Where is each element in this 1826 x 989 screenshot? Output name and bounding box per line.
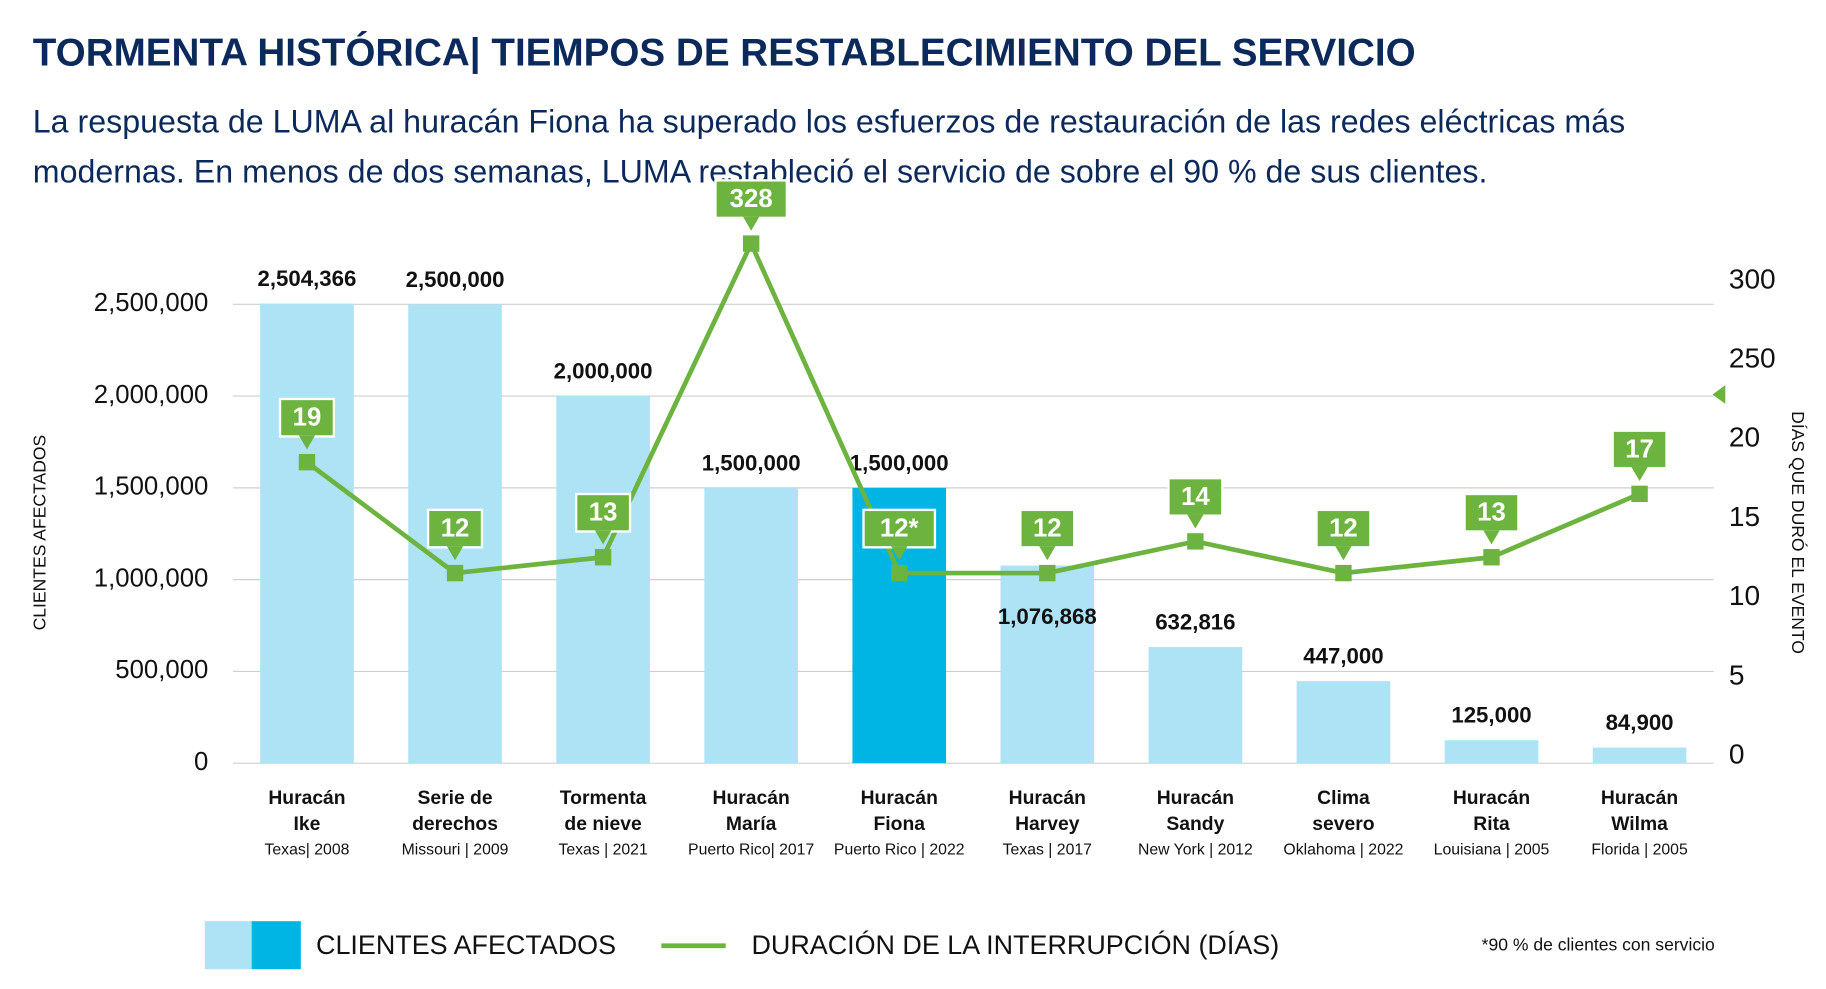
line-point — [891, 564, 908, 582]
bar — [704, 487, 798, 764]
bar — [1592, 747, 1687, 764]
x-tick-label: Huracán María — [712, 787, 790, 835]
bar-value-label: 2,500,000 — [406, 267, 505, 292]
line-label-pointer — [1631, 466, 1648, 481]
line-value-label: 328 — [730, 185, 773, 213]
legend-label: DURACIÓN DE LA INTERRUPCIÓN (DÍAS) — [751, 929, 1279, 960]
y-tick-label: 2,000,000 — [94, 381, 209, 409]
x-tick-sublabel: Louisiana | 2005 — [1433, 840, 1550, 858]
line-point — [1483, 549, 1500, 566]
y2-tick-label: 250 — [1729, 343, 1776, 374]
y-axis-label: CLIENTES AFECTADOS — [30, 435, 50, 631]
x-tick-sublabel: Texas | 2017 — [1002, 840, 1092, 858]
y2-tick-label: 300 — [1729, 263, 1776, 294]
axis-break — [1712, 385, 1726, 404]
line-point — [594, 549, 612, 566]
bar-value-label: 447,000 — [1303, 644, 1383, 669]
line-point — [1335, 564, 1352, 582]
y2-tick-label: 5 — [1729, 659, 1745, 690]
line-label-pointer — [1039, 546, 1056, 561]
bar-value-label: 1,500,000 — [850, 450, 949, 475]
x-tick-label: Tormenta de nieve — [559, 787, 647, 835]
x-tick-sublabel: Missouri | 2009 — [401, 840, 509, 858]
x-tick-sublabel: Puerto Rico | 2022 — [833, 840, 965, 858]
bar-value-label: 84,900 — [1606, 710, 1674, 735]
footnote: *90 % de clientes con servicio — [1482, 934, 1715, 954]
x-tick-sublabel: Texas | 2021 — [558, 840, 648, 858]
x-tick-label: Huracán Fiona — [860, 787, 938, 835]
line-value-label: 17 — [1625, 435, 1654, 463]
legend-swatch — [204, 921, 252, 970]
line — [305, 241, 1641, 576]
line-value-label: 12 — [1329, 515, 1358, 543]
line-value-label: 19 — [293, 404, 322, 432]
x-tick-label: Huracán Harvey — [1008, 787, 1086, 835]
line-label-box — [1315, 508, 1372, 549]
x-tick-sublabel: Oklahoma | 2022 — [1283, 840, 1404, 858]
bar-value-label: 1,500,000 — [702, 450, 801, 475]
line-value-label: 13 — [589, 499, 618, 527]
x-tick-label: Huracán Wilma — [1600, 787, 1679, 835]
x-tick-sublabel: Florida | 2005 — [1591, 840, 1688, 858]
bar-value-label: 2,504,366 — [258, 266, 357, 291]
line-label-pointer — [742, 216, 760, 231]
x-tick-sublabel: New York | 2012 — [1137, 840, 1253, 858]
line-value-label: 12 — [1033, 515, 1062, 543]
bar — [1296, 681, 1391, 764]
y2-tick-label: 0 — [1729, 739, 1745, 770]
line-value-label: 14 — [1181, 483, 1210, 511]
chart-subtitle: La respuesta de LUMA al huracán Fiona ha… — [32, 103, 1626, 190]
line-label-pointer — [594, 530, 612, 545]
y-tick-label: 1,500,000 — [94, 473, 209, 501]
line-label-pointer — [1187, 514, 1204, 529]
legend-swatch — [251, 921, 301, 970]
y-tick-label: 1,000,000 — [94, 564, 209, 592]
y2-tick-label: 15 — [1729, 501, 1760, 532]
bar-value-label: 1,076,868 — [998, 604, 1097, 629]
legend-label: CLIENTES AFECTADOS — [316, 930, 616, 960]
y2-tick-label: 10 — [1729, 580, 1760, 611]
line-label-pointer — [446, 546, 464, 561]
line-value-label: 12 — [441, 515, 470, 543]
line-point — [1631, 485, 1648, 503]
y2-axis-label: DÍAS QUE DURÓ EL EVENTO — [1788, 411, 1809, 654]
y2-tick-label: 20 — [1729, 422, 1760, 453]
x-tick-label: Serie de derechos — [412, 787, 498, 835]
line-label-pointer — [1335, 546, 1352, 561]
bar-value-label: 2,000,000 — [554, 359, 653, 384]
line-label-box — [1167, 477, 1224, 517]
bar — [556, 396, 650, 764]
y-tick-label: 0 — [194, 748, 208, 776]
x-tick-label: Huracán Rita — [1452, 787, 1531, 835]
line-point — [446, 564, 464, 582]
line-label-box — [278, 397, 336, 438]
x-tick-label: Huracán Ike — [268, 787, 346, 835]
bar-value-label: 632,816 — [1155, 609, 1235, 634]
line-label-pointer — [1483, 530, 1500, 545]
bar — [260, 303, 354, 764]
bar-value-label: 125,000 — [1451, 703, 1531, 728]
bar — [1000, 565, 1095, 764]
x-tick-label: Clima severo — [1312, 787, 1375, 835]
line-label-pointer — [891, 546, 908, 561]
y-tick-label: 2,500,000 — [94, 289, 209, 317]
line-point — [298, 453, 316, 471]
x-tick-label: Huracán Sandy — [1156, 787, 1235, 835]
line-label-pointer — [298, 435, 316, 450]
line-point — [742, 235, 760, 252]
line-value-label: 12* — [880, 515, 919, 543]
bar — [1148, 647, 1243, 764]
line-point — [1187, 533, 1204, 550]
x-tick-sublabel: Texas| 2008 — [264, 840, 350, 858]
y-tick-label: 500,000 — [115, 656, 208, 684]
line-point — [1039, 564, 1056, 582]
line-value-label: 13 — [1477, 499, 1506, 527]
x-tick-sublabel: Puerto Rico| 2017 — [688, 840, 815, 858]
bar — [1444, 740, 1539, 764]
chart-title: TORMENTA HISTÓRICA| TIEMPOS DE RESTABLEC… — [32, 30, 1416, 74]
